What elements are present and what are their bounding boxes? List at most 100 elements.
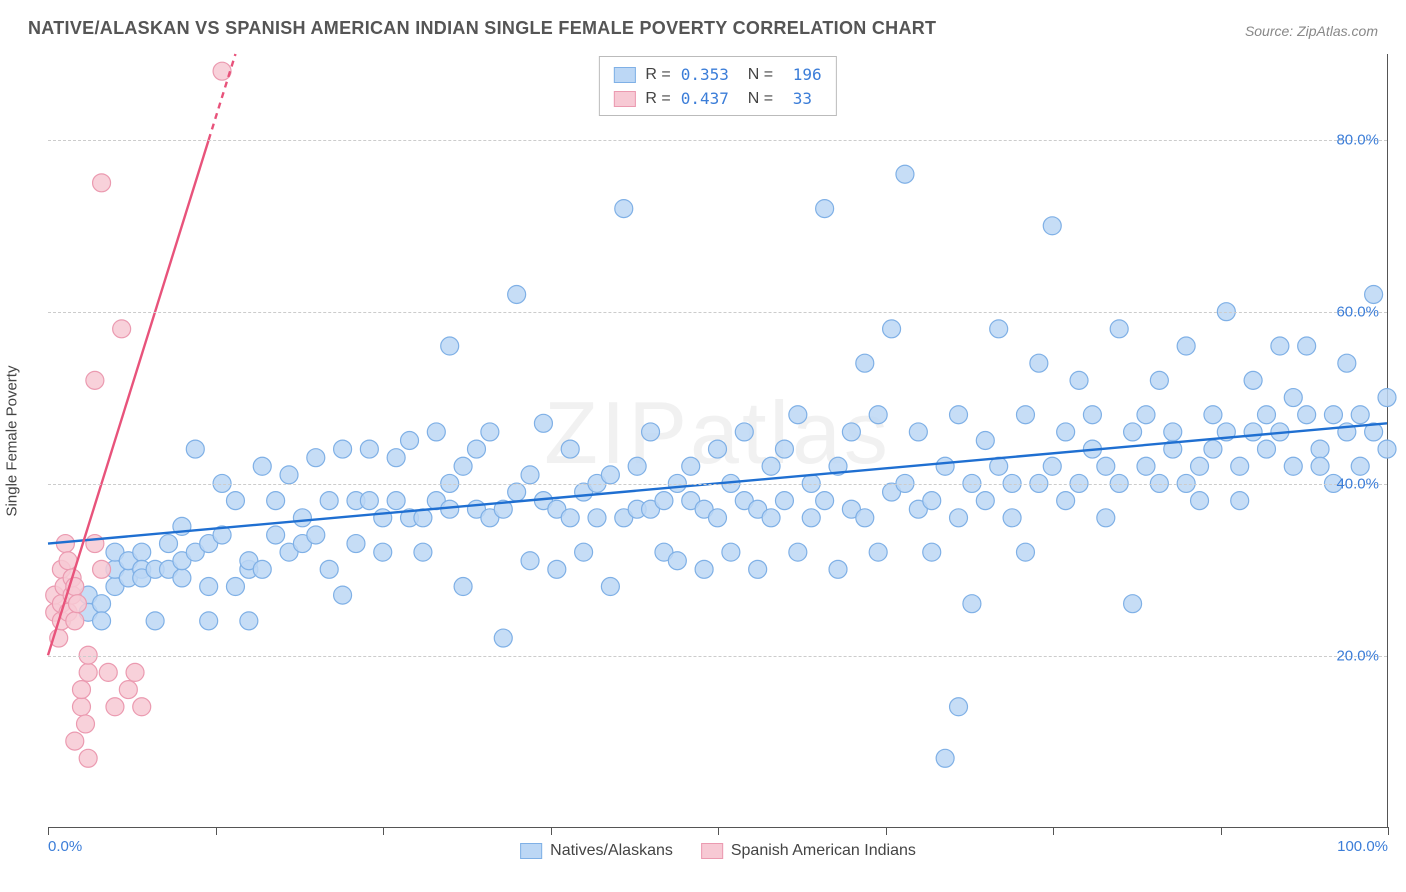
- legend-n-value: 33: [783, 87, 812, 111]
- data-point: [816, 492, 834, 510]
- data-point: [200, 578, 218, 596]
- legend-r-value: 0.437: [681, 87, 729, 111]
- data-point: [360, 492, 378, 510]
- data-point: [1043, 457, 1061, 475]
- legend-n-value: 196: [783, 63, 822, 87]
- data-point: [1124, 423, 1142, 441]
- data-point: [963, 595, 981, 613]
- legend-stat-row: R = 0.353 N = 196: [613, 63, 821, 87]
- data-point: [467, 440, 485, 458]
- data-point: [976, 492, 994, 510]
- data-point: [113, 320, 131, 338]
- data-point: [1177, 337, 1195, 355]
- data-point: [226, 492, 244, 510]
- data-point: [856, 354, 874, 372]
- legend-r-label: R =: [645, 87, 670, 111]
- data-point: [1231, 457, 1249, 475]
- data-point: [1257, 406, 1275, 424]
- data-point: [1284, 457, 1302, 475]
- data-point: [789, 406, 807, 424]
- data-point: [307, 526, 325, 544]
- scatter-plot-svg: [48, 54, 1387, 827]
- x-tick: [551, 827, 552, 835]
- y-tick-label: 60.0%: [1336, 304, 1379, 321]
- data-point: [1351, 457, 1369, 475]
- plot-area: Single Female Poverty ZIPatlas R =0.353 …: [48, 54, 1388, 828]
- data-point: [1030, 354, 1048, 372]
- data-point: [280, 466, 298, 484]
- legend-r-value: 0.353: [681, 63, 729, 87]
- data-point: [1284, 389, 1302, 407]
- legend-item: Natives/Alaskans: [520, 842, 673, 860]
- chart-container: Single Female Poverty ZIPatlas R =0.353 …: [48, 54, 1388, 864]
- legend-swatch: [613, 67, 635, 83]
- data-point: [1244, 371, 1262, 389]
- data-point: [829, 560, 847, 578]
- legend-r-label: R =: [645, 63, 670, 87]
- data-point: [1311, 440, 1329, 458]
- data-point: [1097, 457, 1115, 475]
- data-point: [775, 440, 793, 458]
- data-point: [226, 578, 244, 596]
- data-point: [401, 432, 419, 450]
- data-point: [682, 457, 700, 475]
- data-point: [950, 509, 968, 527]
- data-point: [950, 406, 968, 424]
- data-point: [789, 543, 807, 561]
- x-tick: [718, 827, 719, 835]
- data-point: [1137, 457, 1155, 475]
- data-point: [106, 698, 124, 716]
- data-point: [494, 629, 512, 647]
- data-point: [454, 578, 472, 596]
- data-point: [1016, 543, 1034, 561]
- data-point: [749, 560, 767, 578]
- data-point: [79, 663, 97, 681]
- data-point: [950, 698, 968, 716]
- y-tick-label: 20.0%: [1336, 648, 1379, 665]
- data-point: [722, 543, 740, 561]
- data-point: [253, 560, 271, 578]
- data-point: [1164, 423, 1182, 441]
- data-point: [575, 543, 593, 561]
- data-point: [1231, 492, 1249, 510]
- x-tick: [216, 827, 217, 835]
- data-point: [307, 449, 325, 467]
- x-tick-label: 0.0%: [48, 838, 82, 855]
- data-point: [990, 320, 1008, 338]
- data-point: [1298, 337, 1316, 355]
- data-point: [896, 165, 914, 183]
- data-point: [1311, 457, 1329, 475]
- data-point: [615, 200, 633, 218]
- data-point: [66, 612, 84, 630]
- legend-label: Spanish American Indians: [731, 842, 916, 860]
- legend-item: Spanish American Indians: [701, 842, 916, 860]
- data-point: [1244, 423, 1262, 441]
- data-point: [267, 492, 285, 510]
- data-point: [735, 423, 753, 441]
- data-point: [200, 612, 218, 630]
- data-point: [976, 432, 994, 450]
- data-point: [1271, 337, 1289, 355]
- data-point: [709, 509, 727, 527]
- data-point: [1365, 286, 1383, 304]
- legend-n-label: N =: [739, 63, 773, 87]
- data-point: [1137, 406, 1155, 424]
- data-point: [146, 612, 164, 630]
- y-tick-label: 40.0%: [1336, 476, 1379, 493]
- gridline-horizontal: [48, 312, 1387, 313]
- data-point: [1057, 492, 1075, 510]
- data-point: [1324, 406, 1342, 424]
- data-point: [414, 543, 432, 561]
- data-point: [561, 509, 579, 527]
- data-point: [72, 681, 90, 699]
- data-point: [93, 612, 111, 630]
- data-point: [1191, 492, 1209, 510]
- data-point: [126, 663, 144, 681]
- data-point: [588, 509, 606, 527]
- legend-n-label: N =: [739, 87, 773, 111]
- y-tick-label: 80.0%: [1336, 132, 1379, 149]
- data-point: [387, 492, 405, 510]
- data-point: [334, 440, 352, 458]
- data-point: [374, 509, 392, 527]
- data-point: [93, 560, 111, 578]
